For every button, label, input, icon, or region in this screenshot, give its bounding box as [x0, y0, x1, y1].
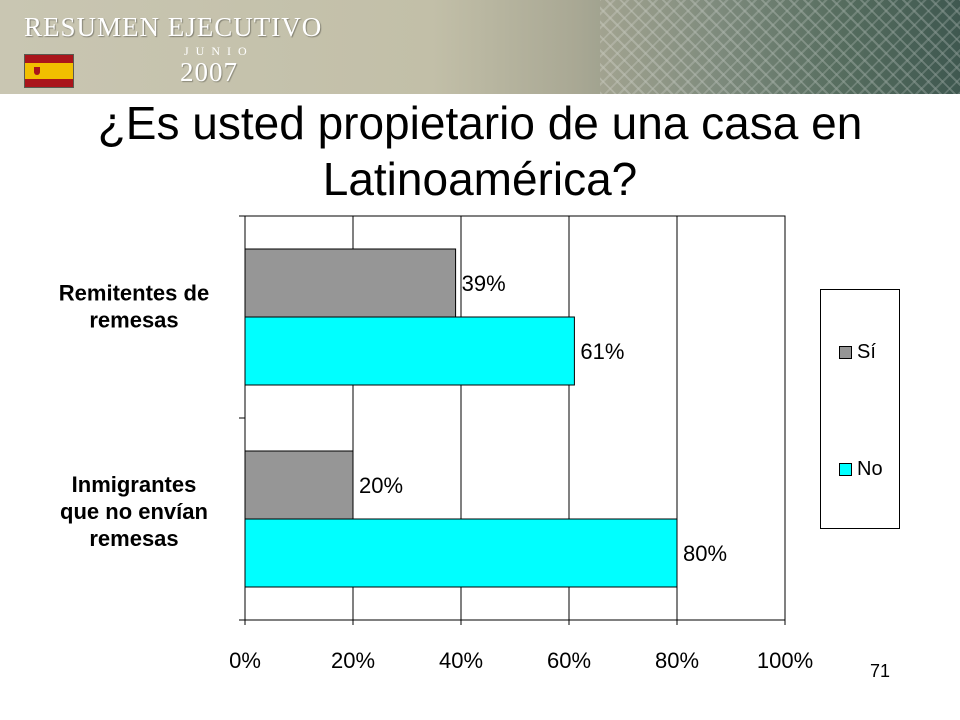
- flag-crest: [34, 67, 40, 75]
- bar-value-label: 20%: [359, 473, 403, 498]
- slide-title: ¿Es usted propietario de una casa en Lat…: [40, 95, 920, 207]
- bar: [244, 518, 678, 588]
- x-tick-label: 60%: [547, 648, 591, 673]
- flag-stripe-red-bottom: [25, 79, 73, 87]
- header-banner: RESUMEN EJECUTIVO JUNIO 2007: [0, 0, 960, 94]
- x-tick-label: 40%: [439, 648, 483, 673]
- bar-value-label: 61%: [580, 339, 624, 364]
- category-label: que no envían: [60, 499, 208, 524]
- slide-title-line-2: Latinoamérica?: [322, 153, 638, 205]
- logo-year: 2007: [180, 57, 238, 87]
- slide-title-line-1: ¿Es usted propietario de una casa en: [97, 97, 863, 149]
- logo-title: RESUMEN EJECUTIVO: [24, 12, 323, 42]
- legend-swatch-no: [839, 462, 852, 476]
- x-tick-label: 0%: [229, 648, 261, 673]
- legend-item-no: No: [839, 458, 883, 480]
- chart-legend: Sí No: [820, 289, 900, 529]
- bar-value-label: 80%: [683, 541, 727, 566]
- page-number: 71: [870, 661, 891, 681]
- category-label: Remitentes de: [59, 281, 209, 306]
- bar: [244, 316, 575, 386]
- legend-swatch-si: [839, 345, 852, 359]
- category-label: remesas: [89, 526, 178, 551]
- bar: [244, 248, 457, 318]
- x-tick-label: 20%: [331, 648, 375, 673]
- legend-item-si: Sí: [839, 341, 876, 363]
- category-label: remesas: [89, 308, 178, 333]
- legend-label-si: Sí: [857, 340, 876, 363]
- bar: [244, 450, 354, 520]
- flag-stripe-red-top: [25, 55, 73, 63]
- bar-value-label: 39%: [462, 271, 506, 296]
- banner-map-pattern: [600, 0, 960, 94]
- x-tick-label: 100%: [757, 648, 813, 673]
- spain-flag-icon: [24, 54, 74, 88]
- category-label: Inmigrantes: [72, 472, 197, 497]
- legend-label-no: No: [857, 457, 883, 480]
- x-tick-label: 80%: [655, 648, 699, 673]
- logo-month: JUNIO: [184, 44, 254, 58]
- flag-stripe-yellow: [25, 63, 73, 79]
